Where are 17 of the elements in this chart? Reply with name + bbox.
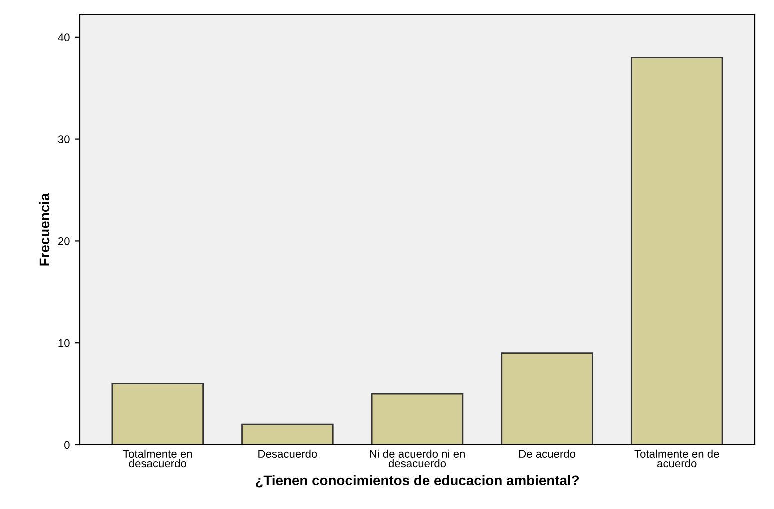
bar — [371, 393, 464, 445]
bar — [242, 424, 334, 445]
bar — [630, 57, 724, 445]
y-axis-title: Frecuencia — [39, 193, 50, 266]
x-tick-label: Ni de acuerdo ni en desacuerdo — [370, 450, 465, 468]
bar — [112, 383, 204, 445]
bar — [501, 352, 594, 445]
x-tick-label: Desacuerdo — [258, 450, 318, 458]
y-tick-label: 30 — [58, 136, 70, 144]
x-tick-label: Totalmente en desacuerdo — [123, 450, 192, 468]
y-tick-label: 0 — [64, 441, 70, 450]
y-tick-label: 40 — [58, 34, 70, 42]
x-tick-label: De acuerdo — [520, 450, 576, 458]
x-tick-label: Totalmente en de acuerdo — [634, 450, 720, 468]
y-tick-label: 10 — [58, 339, 70, 348]
y-tick-label: 20 — [58, 237, 70, 246]
x-axis-title: ¿Tienen conocimientos de educacion ambiental? — [256, 475, 580, 488]
